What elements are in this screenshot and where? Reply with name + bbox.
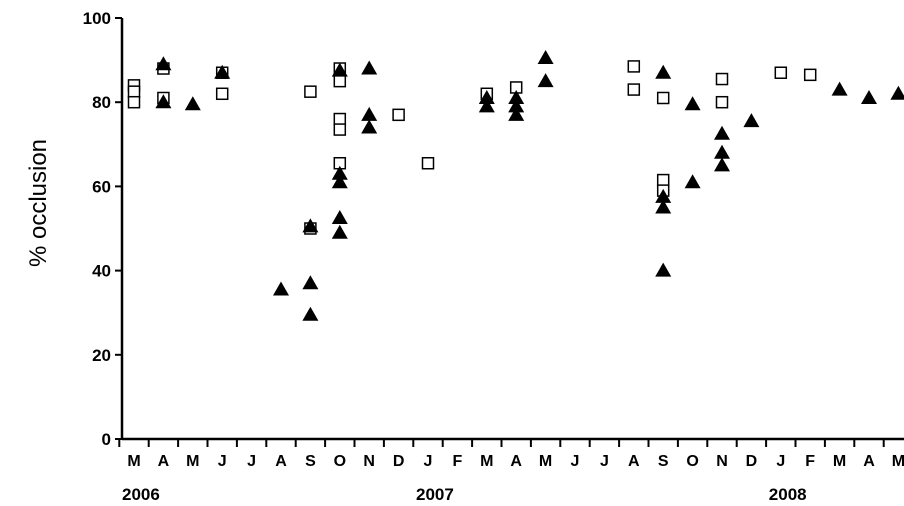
x-year-label: 2007 — [416, 485, 454, 504]
axes — [120, 18, 904, 441]
x-month-label: D — [393, 453, 405, 470]
square-point — [715, 95, 729, 109]
square-point — [333, 74, 347, 88]
x-month-label: N — [363, 453, 375, 470]
x-year-label: 2006 — [122, 485, 160, 504]
x-month-label: D — [746, 453, 758, 470]
x-month-label: M — [186, 453, 199, 470]
square-point — [627, 83, 641, 96]
triangle-point — [655, 262, 672, 277]
triangle-point — [155, 56, 172, 71]
triangle-point — [508, 89, 525, 104]
x-month-label: O — [334, 453, 346, 470]
square-point — [333, 123, 347, 136]
triangle-point — [714, 125, 730, 140]
x-month-label: M — [480, 453, 493, 470]
square-point — [127, 95, 141, 109]
y-ticks: 0 20 40 60 80 100 — [83, 9, 122, 449]
triangle-point — [361, 60, 378, 75]
y-tick-label: 40 — [92, 262, 111, 281]
triangle-point — [684, 96, 701, 111]
triangle-point — [361, 106, 378, 121]
x-month-label: A — [158, 453, 170, 470]
x-month-label: N — [716, 453, 728, 470]
triangle-point — [743, 113, 760, 128]
square-point — [127, 85, 141, 98]
x-month-label: M — [833, 453, 846, 470]
square-point — [421, 156, 435, 170]
y-tick-label: 60 — [92, 177, 111, 196]
x-month-label: M — [539, 453, 552, 470]
square-point — [304, 85, 317, 98]
x-month-label: J — [247, 453, 256, 470]
square-point — [215, 87, 229, 101]
x-month-label: O — [686, 453, 698, 470]
x-month-label: F — [805, 453, 815, 470]
x-month-label: M — [127, 453, 140, 470]
x-month-label: J — [218, 453, 227, 470]
x-month-label: J — [600, 453, 609, 470]
x-month-label: A — [628, 453, 640, 470]
square-point — [803, 68, 817, 82]
x-month-label: S — [658, 453, 669, 470]
x-month-label: A — [275, 453, 287, 470]
triangle-point — [714, 157, 730, 172]
x-month-label: M — [892, 453, 904, 470]
y-tick-label: 0 — [102, 430, 111, 449]
triangle-point — [273, 281, 289, 296]
square-point — [627, 60, 641, 73]
x-month-label: S — [305, 453, 316, 470]
triangle-point — [478, 98, 495, 113]
triangle-point — [302, 275, 319, 290]
x-month-label: A — [863, 453, 875, 470]
data-points — [127, 49, 904, 321]
triangle-point — [361, 119, 378, 134]
triangle-point — [508, 106, 525, 121]
triangle-point — [890, 85, 904, 100]
triangle-point — [537, 73, 554, 88]
triangle-point — [331, 165, 348, 180]
triangle-point — [537, 49, 554, 64]
x-month-label: J — [571, 453, 580, 470]
y-axis-label: % occlusion — [25, 139, 52, 267]
square-point — [656, 173, 670, 187]
triangle-point — [478, 89, 495, 104]
triangle-point — [302, 306, 319, 321]
x-year-label: 2008 — [769, 485, 807, 504]
triangle-point — [331, 224, 348, 239]
triangle-point — [302, 218, 319, 233]
square-point — [715, 72, 729, 86]
y-tick-label: 100 — [83, 9, 111, 28]
triangle-point — [655, 64, 672, 79]
triangle-point — [214, 64, 231, 79]
triangle-point — [508, 98, 525, 113]
triangle-point — [684, 174, 701, 189]
square-point — [333, 112, 347, 126]
square-point — [656, 91, 670, 105]
x-month-label: A — [510, 453, 522, 470]
triangle-point — [831, 81, 848, 96]
triangle-point — [331, 62, 348, 77]
triangle-point — [655, 188, 672, 203]
y-tick-label: 20 — [92, 346, 111, 365]
y-tick-label: 80 — [92, 93, 111, 112]
triangle-point — [714, 144, 730, 159]
x-month-label: J — [424, 453, 433, 470]
x-month-label: J — [776, 453, 785, 470]
triangle-point — [155, 94, 172, 109]
triangle-point — [331, 174, 348, 189]
triangle-point — [861, 89, 877, 104]
square-point — [392, 108, 405, 122]
square-point — [774, 66, 788, 79]
triangle-point — [655, 199, 672, 214]
x-month-label: F — [453, 453, 463, 470]
triangle-point — [184, 96, 201, 111]
triangle-point — [331, 209, 348, 224]
